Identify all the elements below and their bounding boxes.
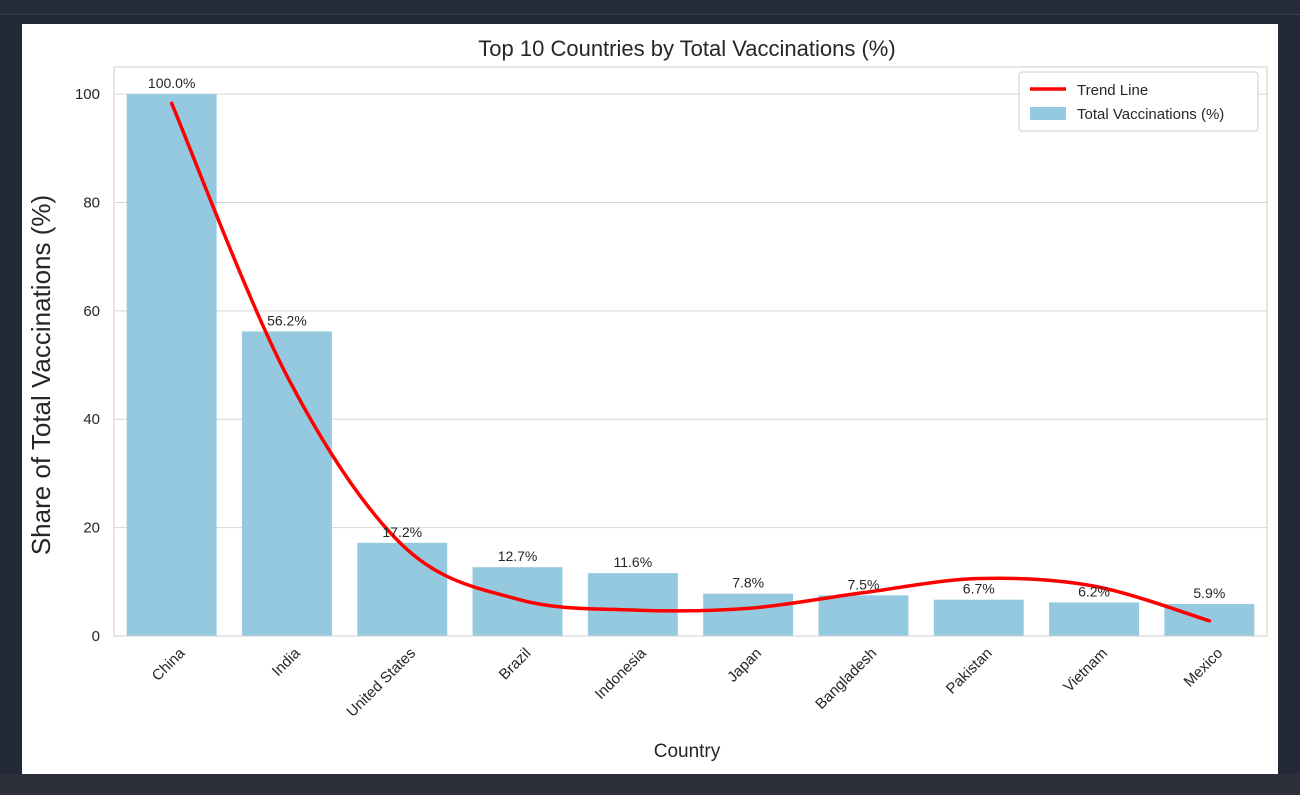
bar: [818, 595, 909, 636]
bar-data-label: 17.2%: [382, 524, 422, 540]
y-tick-label: 40: [83, 411, 100, 428]
legend-bar-swatch: [1030, 107, 1066, 120]
y-tick-label: 80: [83, 194, 100, 211]
x-tick-label: Japan: [724, 645, 765, 686]
bar-chart: 100.0% 56.2% 17.2% 12.7% 11.6% 7.8% 7.5% 6.7% 6.…: [26, 36, 1268, 762]
legend-trend-label: Trend Line: [1077, 82, 1148, 99]
x-tick-label: Pakistan: [943, 645, 996, 698]
bar: [933, 599, 1024, 636]
x-tick-labels: China India United States Brazil Indonesia Ja…: [149, 644, 1226, 720]
bar: [587, 573, 678, 636]
bar: [703, 593, 794, 636]
x-tick-label: Brazil: [496, 645, 535, 684]
bar-data-label: 6.2%: [1078, 583, 1110, 599]
y-tick-label: 0: [92, 628, 100, 645]
x-tick-label: China: [149, 644, 189, 684]
y-tick-labels: 0 20 40 60 80 100: [75, 86, 100, 645]
bars-layer: [126, 94, 1255, 637]
bar-data-label: 11.6%: [614, 554, 653, 570]
bar: [126, 94, 217, 637]
bar-data-label: 5.9%: [1193, 585, 1225, 601]
y-axis-label: Share of Total Vaccinations (%): [26, 195, 56, 555]
x-tick-label: United States: [343, 645, 419, 721]
x-axis-label: Country: [654, 741, 721, 762]
bar-data-label: 56.2%: [267, 312, 307, 328]
x-tick-label: Bangladesh: [812, 645, 880, 713]
bar: [241, 331, 332, 636]
x-tick-label: Indonesia: [592, 644, 650, 702]
legend-box: [1018, 71, 1259, 132]
bar: [472, 567, 563, 636]
bar-data-label: 12.7%: [498, 548, 538, 564]
x-tick-label: Mexico: [1181, 645, 1227, 691]
bar-data-label: 7.8%: [732, 575, 764, 591]
bar-data-label: 100.0%: [148, 75, 195, 91]
x-tick-label: India: [269, 644, 304, 679]
y-tick-label: 60: [83, 303, 100, 320]
trend-line: [169, 101, 1212, 623]
y-tick-label: 100: [75, 86, 100, 103]
window-bottom-strip: [0, 774, 1300, 795]
bar-data-label: 6.7%: [963, 581, 995, 597]
bar: [357, 542, 448, 636]
legend-bar-label: Total Vaccinations (%): [1077, 106, 1224, 123]
bar: [1049, 602, 1140, 636]
legend: Trend Line Total Vaccinations (%): [1018, 71, 1259, 132]
trend-layer: [169, 101, 1212, 623]
chart-figure: 100.0% 56.2% 17.2% 12.7% 11.6% 7.8% 7.5% 6.7% 6.…: [22, 24, 1278, 774]
window-top-strip: [0, 0, 1300, 15]
y-tick-label: 20: [83, 520, 100, 537]
x-tick-label: Vietnam: [1060, 645, 1111, 696]
plot-frame: [113, 66, 1268, 637]
bar-data-label: 7.5%: [847, 576, 879, 592]
labels-layer: 100.0% 56.2% 17.2% 12.7% 11.6% 7.8% 7.5% 6.7% 6.…: [148, 75, 1225, 601]
chart-title: Top 10 Countries by Total Vaccinations (…: [478, 36, 895, 61]
